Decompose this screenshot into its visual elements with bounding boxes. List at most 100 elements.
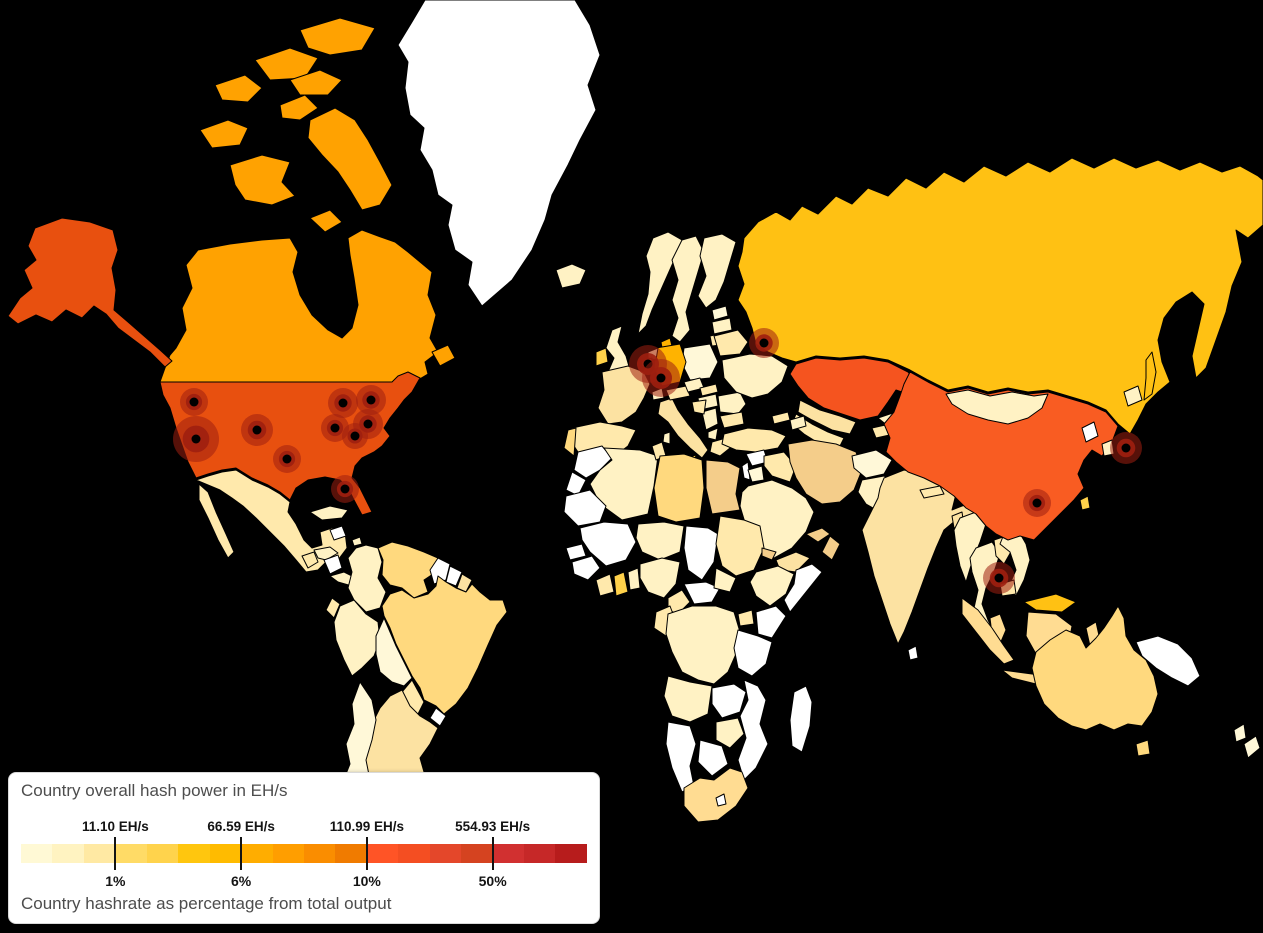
region-serbia[interactable] (701, 407, 719, 431)
region-south-africa[interactable] (683, 767, 749, 823)
region-azerbaijan[interactable] (789, 415, 807, 431)
region-nepal[interactable] (919, 485, 945, 499)
region-australia[interactable] (1031, 605, 1159, 731)
region-canada-island[interactable] (199, 119, 249, 149)
pool-marker[interactable] (173, 416, 219, 462)
region-brazil[interactable] (381, 575, 508, 715)
pool-marker[interactable] (321, 414, 349, 442)
region-drc[interactable] (665, 605, 741, 685)
pool-marker[interactable] (273, 445, 301, 473)
pool-marker[interactable] (342, 423, 368, 449)
region-sudan[interactable] (715, 515, 765, 577)
region-mexico[interactable] (195, 469, 348, 573)
region-central-african-republic[interactable] (683, 581, 721, 605)
region-canada-newfoundland[interactable] (431, 344, 456, 367)
region-greenland[interactable] (397, 0, 601, 307)
region-suriname[interactable] (445, 565, 463, 587)
region-belarus[interactable] (713, 329, 749, 357)
region-canada-island-devon[interactable] (289, 69, 343, 96)
region-canada-island[interactable] (214, 74, 263, 103)
region-botswana[interactable] (697, 739, 729, 777)
region-bolivia[interactable] (375, 617, 413, 687)
region-russia-sakhalin[interactable] (1143, 351, 1157, 401)
region-uzbekistan[interactable] (797, 399, 857, 435)
region-malaysia-borneo[interactable] (1023, 593, 1077, 613)
region-portugal[interactable] (563, 427, 577, 457)
region-usa-alaska[interactable] (7, 217, 173, 368)
region-uruguay[interactable] (429, 707, 447, 727)
region-hispaniola[interactable] (329, 525, 347, 541)
region-india[interactable] (861, 469, 979, 645)
region-iran[interactable] (787, 439, 863, 505)
region-ecuador[interactable] (325, 597, 341, 619)
region-somalia[interactable] (783, 563, 823, 613)
region-kazakhstan[interactable] (789, 357, 917, 421)
region-venezuela[interactable] (377, 541, 439, 599)
region-mongolia[interactable] (945, 389, 1049, 425)
region-iceland[interactable] (555, 263, 587, 289)
region-romania[interactable] (717, 391, 747, 415)
region-kenya[interactable] (755, 605, 787, 639)
region-eritrea[interactable] (761, 547, 777, 561)
region-ethiopia[interactable] (749, 565, 795, 607)
region-mexico-baja[interactable] (198, 483, 235, 559)
region-russia[interactable] (737, 157, 1263, 435)
region-canada[interactable] (159, 229, 439, 383)
region-oman[interactable] (821, 535, 841, 561)
region-uganda[interactable] (737, 609, 755, 627)
region-nigeria[interactable] (639, 557, 681, 599)
region-uae[interactable] (805, 527, 831, 543)
pool-marker[interactable] (642, 359, 680, 397)
pool-marker[interactable] (241, 414, 273, 446)
region-new-zealand-south[interactable] (1243, 735, 1261, 759)
region-afghanistan[interactable] (851, 449, 893, 479)
region-libya[interactable] (653, 453, 705, 523)
region-new-zealand-north[interactable] (1233, 723, 1247, 743)
region-israel[interactable] (741, 461, 751, 481)
region-benin[interactable] (627, 567, 641, 591)
pool-marker[interactable] (331, 475, 359, 503)
region-estonia[interactable] (711, 305, 729, 321)
pool-marker[interactable] (983, 562, 1015, 594)
region-cuba[interactable] (309, 505, 349, 521)
region-papua-new-guinea[interactable] (1135, 635, 1201, 687)
region-senegal[interactable] (565, 543, 587, 561)
region-canada-island-victoria[interactable] (229, 154, 296, 206)
region-guinea[interactable] (571, 555, 601, 581)
pool-marker[interactable] (180, 388, 208, 416)
region-ghana[interactable] (613, 571, 629, 597)
region-albania[interactable] (707, 427, 719, 441)
region-canada-island-southampton[interactable] (309, 209, 343, 233)
region-jordan[interactable] (747, 465, 765, 483)
region-slovakia[interactable] (699, 383, 719, 397)
region-canada-island-ellesmere[interactable] (299, 17, 376, 56)
region-zambia[interactable] (711, 683, 747, 719)
region-ivory-coast[interactable] (595, 573, 615, 597)
region-angola[interactable] (663, 675, 713, 723)
pool-marker[interactable] (1110, 432, 1142, 464)
region-latvia[interactable] (711, 317, 733, 335)
region-niger[interactable] (635, 521, 685, 561)
region-tanzania[interactable] (733, 629, 773, 677)
region-ireland[interactable] (595, 347, 609, 367)
region-honduras[interactable] (313, 546, 339, 561)
region-indonesia-sumatra[interactable] (961, 597, 1015, 665)
region-turkey[interactable] (721, 427, 787, 453)
region-zimbabwe[interactable] (715, 717, 745, 749)
region-colombia[interactable] (347, 544, 387, 613)
region-chad[interactable] (683, 525, 719, 581)
region-south-korea[interactable] (1081, 421, 1099, 443)
region-vietnam[interactable] (999, 529, 1031, 597)
region-peru[interactable] (333, 599, 381, 677)
region-italy[interactable] (657, 397, 709, 459)
region-sardinia[interactable] (662, 431, 671, 445)
region-guatemala[interactable] (301, 551, 319, 569)
region-iraq[interactable] (763, 451, 797, 483)
region-mali[interactable] (579, 521, 637, 567)
region-tasmania[interactable] (1135, 739, 1151, 757)
region-japan-hokkaido[interactable] (1123, 385, 1143, 407)
region-china[interactable] (883, 371, 1119, 541)
region-canada-island[interactable] (254, 47, 319, 81)
region-canada-island-baffin[interactable] (307, 107, 393, 211)
pool-marker[interactable] (328, 388, 358, 418)
